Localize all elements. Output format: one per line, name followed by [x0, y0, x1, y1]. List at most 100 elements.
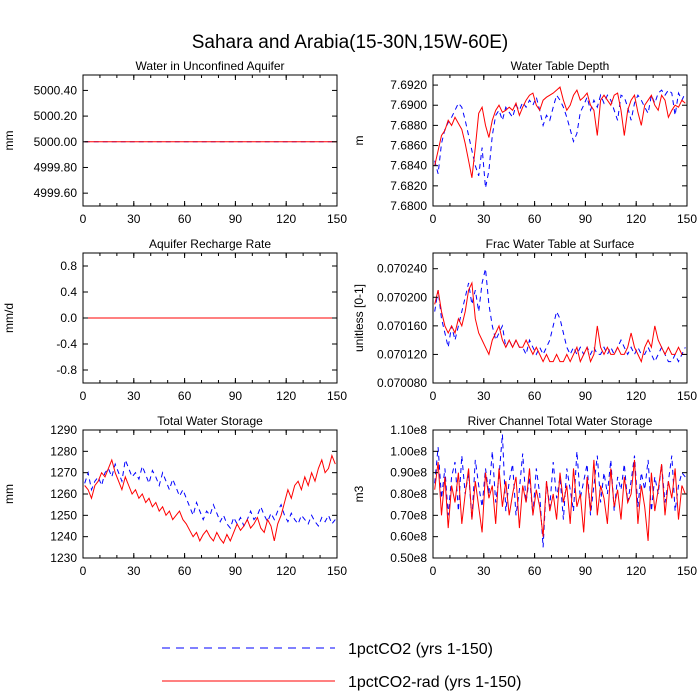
x-tick-label: 0 — [80, 389, 87, 403]
x-tick-label: 60 — [528, 389, 542, 403]
x-tick-label: 60 — [178, 389, 192, 403]
y-tick-label: 7.6800 — [390, 199, 427, 213]
x-tick-label: 120 — [276, 564, 296, 578]
x-tick-label: 0 — [80, 564, 87, 578]
series-line-1pctco2-river-channel-total-water-storage — [434, 434, 686, 548]
y-tick-label: 1270 — [50, 466, 77, 480]
panel-aquifer-recharge-rate: Aquifer Recharge Rate mm/d 0 30 60 90 120 150 -0… — [2, 237, 347, 403]
y-tick-label: 1.10e8 — [390, 423, 427, 437]
x-tick-label: 30 — [127, 389, 141, 403]
series-line-1pctco2-rad-total-water-storage — [84, 454, 336, 545]
panel-water-table-depth: Water Table Depth m 0 30 60 90 120 150 7.6800 7.6… — [352, 59, 697, 226]
y-tick-label: 0.80e8 — [390, 487, 427, 501]
y-axis-label-total-water-storage: mm — [2, 484, 16, 504]
series-line-1pctco2-rad-river-channel-total-water-storage — [434, 459, 686, 541]
x-tick-label: 120 — [276, 212, 296, 226]
x-tick-label: 120 — [626, 389, 646, 403]
x-tick-label: 90 — [579, 564, 593, 578]
y-tick-label: 0.070160 — [377, 319, 427, 333]
series-line-1pctco2-total-water-storage — [84, 458, 336, 530]
panel-total-water-storage: Total Water Storage mm 0 30 60 90 120 150 1230 12… — [2, 414, 347, 578]
x-tick-label: 90 — [579, 212, 593, 226]
y-tick-label: 1240 — [50, 530, 77, 544]
y-tick-label: 0.070080 — [377, 376, 427, 390]
panel-title-frac-water-table-at-surface: Frac Water Table at Surface — [486, 237, 635, 251]
x-tick-label: 60 — [528, 212, 542, 226]
x-tick-label: 30 — [127, 212, 141, 226]
y-tick-label: 0.0 — [60, 311, 77, 325]
x-tick-label: 60 — [178, 212, 192, 226]
y-tick-label: -0.8 — [56, 363, 77, 377]
x-tick-label: 150 — [327, 564, 347, 578]
panel-title-water-table-depth: Water Table Depth — [511, 59, 610, 73]
plot-frame-water-table-depth — [432, 74, 688, 207]
y-axis-label-water-in-unconfined-aquifer: mm — [2, 131, 16, 151]
y-tick-label: 0.8 — [60, 259, 77, 273]
plot-frame-frac-water-table-at-surface — [432, 252, 688, 384]
y-tick-label: 7.6880 — [390, 118, 427, 132]
y-tick-label: 0.070240 — [377, 262, 427, 276]
panel-river-channel-total-water-storage: River Channel Total Water Storage m3 0 30 60… — [352, 414, 697, 578]
x-tick-label: 0 — [430, 564, 437, 578]
plot-frame-water-in-unconfined-aquifer — [82, 74, 338, 207]
x-tick-label: 0 — [430, 389, 437, 403]
figure-title: Sahara and Arabia(15-30N,15W-60E) — [192, 32, 509, 53]
y-tick-label: 1290 — [50, 423, 77, 437]
series-line-1pctco2-rad-water-table-depth — [434, 86, 686, 178]
x-tick-label: 30 — [477, 564, 491, 578]
x-tick-label: 150 — [327, 212, 347, 226]
panel-title-total-water-storage: Total Water Storage — [157, 414, 263, 428]
x-tick-label: 30 — [477, 212, 491, 226]
x-tick-label: 120 — [626, 564, 646, 578]
y-tick-label: 0.4 — [60, 285, 77, 299]
series-line-1pctco2-rad-frac-water-table-at-surface — [434, 281, 686, 364]
y-tick-label: 1260 — [50, 487, 77, 501]
legend-label-1pctco2-rad: 1pctCO2-rad (yrs 1-150) — [348, 674, 521, 691]
plot-frame-total-water-storage — [82, 429, 338, 559]
x-tick-label: 120 — [626, 212, 646, 226]
y-tick-label: 5000.40 — [34, 83, 78, 97]
series-line-1pctco2-frac-water-table-at-surface — [434, 268, 686, 363]
series-line-1pctco2-water-table-depth — [434, 89, 686, 188]
panel-frac-water-table-at-surface: Frac Water Table at Surface unitless [0-1… — [352, 237, 697, 403]
y-axis-label-water-table-depth: m — [352, 136, 366, 146]
panel-title-river-channel-total-water-storage: River Channel Total Water Storage — [468, 414, 653, 428]
x-tick-label: 120 — [276, 389, 296, 403]
y-tick-label: 4999.60 — [34, 186, 78, 200]
y-tick-label: 4999.80 — [34, 160, 78, 174]
x-tick-label: 30 — [127, 564, 141, 578]
panel-title-aquifer-recharge-rate: Aquifer Recharge Rate — [149, 237, 271, 251]
y-tick-label: 7.6820 — [390, 179, 427, 193]
y-tick-label: 1250 — [50, 508, 77, 522]
panel-water-in-unconfined-aquifer: Water in Unconfined Aquifer mm 0 30 60 90 120 1… — [2, 59, 347, 226]
plot-frame-river-channel-total-water-storage — [432, 429, 688, 559]
y-tick-label: 1230 — [50, 551, 77, 565]
y-tick-label: 0.70e8 — [390, 508, 427, 522]
y-axis-label-river-channel-total-water-storage: m3 — [352, 485, 366, 502]
y-tick-label: 7.6840 — [390, 159, 427, 173]
x-tick-label: 150 — [677, 389, 697, 403]
y-axis-label-aquifer-recharge-rate: mm/d — [2, 303, 16, 333]
x-tick-label: 90 — [229, 212, 243, 226]
y-tick-label: 0.070200 — [377, 290, 427, 304]
legend: 1pctCO2 (yrs 1-150) 1pctCO2-rad (yrs 1-1… — [162, 641, 521, 691]
y-tick-label: 0.90e8 — [390, 466, 427, 480]
y-tick-label: -0.4 — [56, 337, 77, 351]
x-tick-label: 150 — [327, 389, 347, 403]
y-tick-label: 1280 — [50, 444, 77, 458]
y-tick-label: 7.6900 — [390, 98, 427, 112]
x-tick-label: 30 — [477, 389, 491, 403]
y-tick-label: 0.60e8 — [390, 530, 427, 544]
x-tick-label: 60 — [178, 564, 192, 578]
y-tick-label: 7.6920 — [390, 78, 427, 92]
x-tick-label: 0 — [430, 212, 437, 226]
x-tick-label: 90 — [229, 564, 243, 578]
y-axis-label-frac-water-table-at-surface: unitless [0-1] — [352, 284, 366, 352]
y-tick-label: 1.00e8 — [390, 444, 427, 458]
x-tick-label: 150 — [677, 564, 697, 578]
x-tick-label: 90 — [229, 389, 243, 403]
x-tick-label: 90 — [579, 389, 593, 403]
x-tick-label: 150 — [677, 212, 697, 226]
